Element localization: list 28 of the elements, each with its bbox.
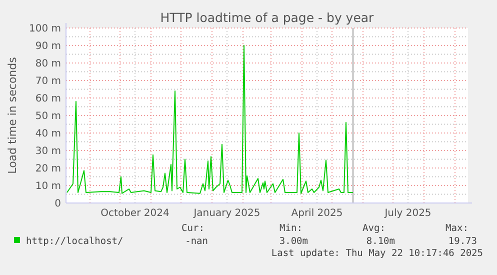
y-tick-label: 100 m — [28, 24, 61, 34]
text: Avg: — [362, 223, 386, 234]
legend-label: http://localhost/ — [26, 236, 124, 247]
chart-title: HTTP loadtime of a page - by year — [160, 10, 375, 25]
x-tick-label: July 2025 — [384, 208, 432, 219]
text: Max: — [446, 223, 468, 234]
line-series — [66, 45, 354, 194]
y-tick-label: 70 m — [35, 76, 61, 87]
text: Min: — [280, 223, 302, 234]
text: Cur: — [182, 223, 204, 234]
x-tick-label: April 2025 — [291, 208, 343, 219]
y-tick-label: 50 m — [35, 111, 61, 122]
y-tick-label: 10 m — [35, 181, 61, 192]
y-tick-label: 90 m — [35, 41, 61, 52]
x-tick-label: January 2025 — [192, 208, 260, 219]
y-tick-label: 0 — [54, 198, 61, 210]
y-tick-label: 30 m — [35, 146, 61, 157]
text: 3.00m — [279, 236, 308, 247]
text: 19.73 — [448, 236, 477, 247]
y-axis-title: Load time in seconds — [6, 56, 19, 174]
y-tick-label: 40 m — [35, 128, 61, 140]
text: 8.10m — [366, 236, 396, 247]
y-tick-label: 20 m — [35, 164, 61, 174]
y-tick-label: 80 m — [35, 58, 61, 70]
y-tick-label: 60 m — [35, 94, 61, 104]
x-tick-label: October 2024 — [100, 208, 170, 219]
text: Last update: Thu May 22 10:17:46 2025 — [271, 248, 483, 259]
text: -nan — [185, 236, 208, 247]
